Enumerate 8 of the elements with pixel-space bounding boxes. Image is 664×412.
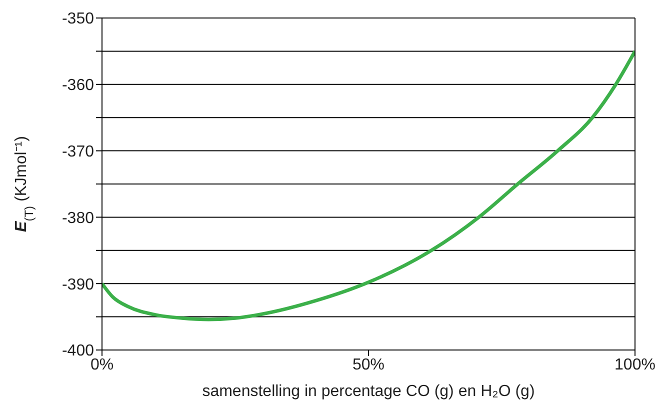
y-tick-label: -350 (62, 10, 94, 28)
y-tick-label: -390 (62, 276, 94, 294)
y-tick-label: -360 (62, 77, 94, 94)
x-tick-label: 50% (352, 356, 385, 374)
x-axis-title: samenstelling in percentage CO (g) en H₂O (g) (202, 383, 535, 400)
y-tick-label: -380 (62, 210, 94, 227)
x-tick-label: 100% (614, 356, 656, 374)
y-tick-label: -370 (62, 143, 94, 160)
